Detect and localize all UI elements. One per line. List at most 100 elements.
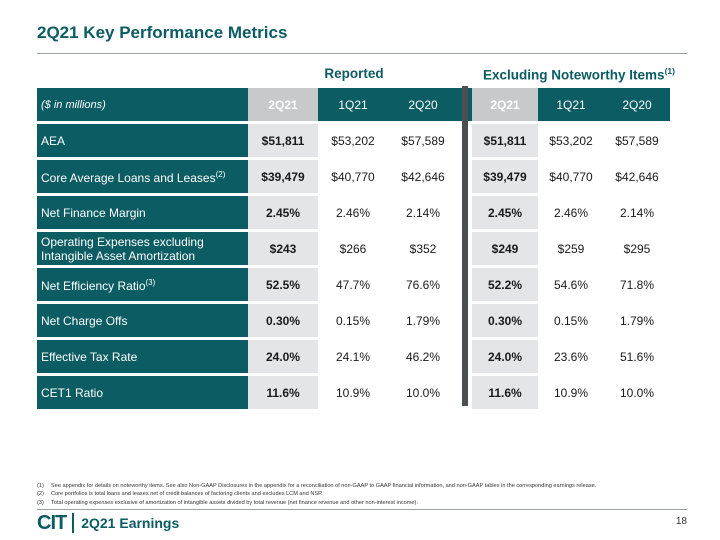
metric-label: AEA [37,124,248,157]
metric-value: $53,202 [549,133,593,148]
metric-value: 52.2% [472,268,538,301]
metric-value: $57,589 [615,133,659,148]
metric-value: $39,479 [472,160,538,193]
metric-value: $249 [472,232,538,265]
kpi-table: ($ in millions) 2Q21 1Q21 2Q20 2Q21 1Q21… [37,85,670,412]
metric-value: $51,811 [472,124,538,157]
metric-footnote-ref: (3) [145,278,156,287]
group-header-reported-label: Reported [324,66,384,81]
table-row: Effective Tax Rate 24.0% 24.1% 46.2% 24.0% 23… [37,340,670,373]
metric-value: 47.7% [335,277,371,292]
col-header: 1Q21 [318,88,388,121]
footer-divider [37,509,687,510]
group-separator-bar [462,86,468,406]
col-header: 2Q21 [472,88,538,121]
metric-value: 24.1% [335,349,371,364]
metric-value: 2.14% [619,205,655,220]
footnote-number: (3) [37,499,44,506]
metric-value: $51,811 [248,124,318,157]
col-header: 2Q21 [248,88,318,121]
footnote-text: Total operating expenses exclusive of am… [51,499,418,506]
metric-value: 0.30% [248,304,318,337]
metric-value: $243 [248,232,318,265]
metric-label-text: Net Efficiency Ratio [41,279,146,293]
metric-label: Effective Tax Rate [37,340,248,373]
metric-label-text: Effective Tax Rate [41,349,138,364]
group-header-excluding: Excluding Noteworthy Items(1) [470,66,688,83]
metric-value: 10.0% [619,385,655,400]
metric-value: 54.6% [553,277,589,292]
metric-value: $259 [557,241,585,256]
metric-value: 2.46% [335,205,371,220]
metric-value: 2.14% [405,205,441,220]
footnote-number: (2) [37,491,44,498]
unit-label: ($ in millions) [37,88,248,121]
metric-value: $39,479 [248,160,318,193]
group-header-excluding-label: Excluding Noteworthy Items [483,67,665,83]
footnote: (3) Total operating expenses exclusive of… [37,499,596,507]
page-number: 18 [675,516,687,527]
table-header-row: ($ in millions) 2Q21 1Q21 2Q20 2Q21 1Q21… [37,88,670,121]
table-row: CET1 Ratio 11.6% 10.9% 10.0% 11.6% 10.9% 10.0% [37,376,670,409]
col-header: 2Q20 [388,88,458,121]
metric-label: CET1 Ratio [37,376,248,409]
metric-value: 24.0% [248,340,318,373]
metric-value: $57,589 [401,133,445,148]
metric-value: $42,646 [615,169,659,184]
metric-value: $40,770 [331,169,375,184]
metric-value: 1.79% [619,313,655,328]
metric-value: $42,646 [401,169,445,184]
metric-label: Operating Expenses excluding Intangible … [37,232,248,265]
group-header-excluding-note: (1) [664,66,675,76]
metric-value: $266 [339,241,367,256]
metric-value: $295 [623,241,651,256]
cit-logo: CIT [37,511,67,534]
metric-value: 51.6% [619,349,655,364]
metric-label: Net Efficiency Ratio(3) [37,268,248,301]
metric-label: Net Charge Offs [37,304,248,337]
metric-value: 10.9% [553,385,589,400]
metric-value: 52.5% [248,268,318,301]
footnote-text: See appendix for details on noteworthy i… [51,483,597,489]
logo-divider [72,513,75,533]
metric-value: 0.30% [472,304,538,337]
metric-label-text: Net Charge Offs [41,313,128,328]
table-row: AEA $51,811 $53,202 $57,589 $51,811 $53,202 $5… [37,124,670,157]
metric-value: $352 [409,241,437,256]
metric-value: 11.6% [248,376,318,409]
metric-value: 2.45% [248,196,318,229]
metric-value: 10.9% [335,385,371,400]
metric-value: 2.46% [553,205,589,220]
footnote: (1) See appendix for details on noteworth… [37,482,596,490]
table-row: Core Average Loans and Leases(2) $39,479 $… [37,160,670,193]
metric-label: Net Finance Margin [37,196,248,229]
group-header-reported: Reported [252,66,456,81]
metric-value: 0.15% [335,313,371,328]
title-divider [37,53,687,54]
footnote-text: Core portfolios is total loans and lease… [51,491,323,498]
metric-label-text: Core Average Loans and Leases [41,171,216,185]
metric-value: $40,770 [549,169,593,184]
page-title: 2Q21 Key Performance Metrics [37,23,288,42]
col-header: 1Q21 [538,88,604,121]
footnote-number: (1) [37,483,44,489]
table-row: Net Charge Offs 0.30% 0.15% 1.79% 0.30% 0.15%… [37,304,670,337]
metric-label-text: Operating Expenses excluding Intangible … [41,234,204,263]
metric-value: 0.15% [553,313,589,328]
table-row: Net Efficiency Ratio(3) 52.5% 47.7% 76.6% 52… [37,268,670,301]
metric-label-text: Net Finance Margin [41,205,146,220]
metric-label-text: AEA [41,133,66,148]
metric-value: 24.0% [472,340,538,373]
table-row: Operating Expenses excluding Intangible … [37,232,670,265]
metric-value: 71.8% [619,277,655,292]
col-header: 2Q20 [604,88,670,121]
metric-value: 23.6% [553,349,589,364]
metric-value: 11.6% [472,376,538,409]
metric-footnote-ref: (2) [215,170,226,179]
metric-value: 1.79% [405,313,441,328]
metric-value: 2.45% [472,196,538,229]
metric-label-text: CET1 Ratio [41,385,104,400]
footer-logo: CIT 2Q21 Earnings [37,512,179,534]
metric-value: 10.0% [405,385,441,400]
footnotes: (1) See appendix for details on noteworth… [37,482,596,507]
